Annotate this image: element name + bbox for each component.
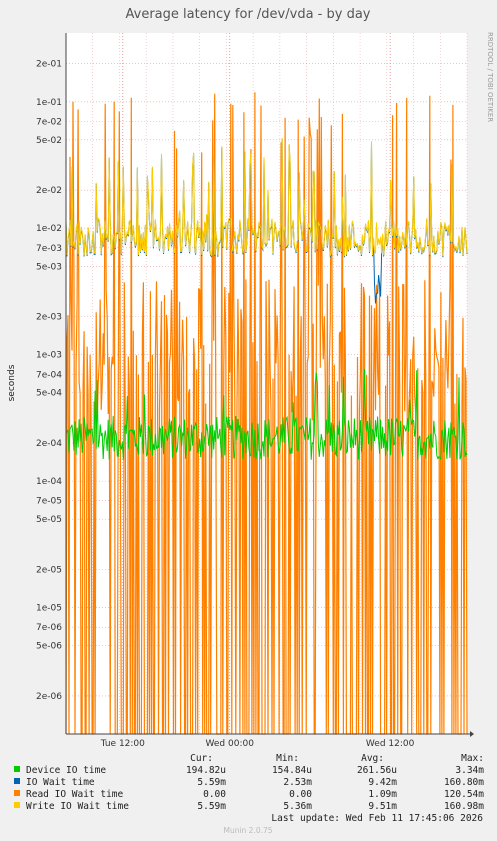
legend: Cur: Min: Avg: Max: Device IO time 194.82…: [14, 753, 484, 812]
y-tick-label: 5e-03: [36, 262, 62, 272]
legend-cur: 5.59m: [197, 777, 226, 788]
legend-swatch: [14, 778, 20, 784]
legend-swatch: [14, 790, 20, 796]
legend-max: 120.54m: [444, 789, 484, 800]
last-update: Last update: Wed Feb 11 17:45:06 2026: [271, 813, 483, 824]
y-tick-label: 7e-05: [36, 497, 62, 507]
y-tick-label: 1e-01: [36, 98, 62, 108]
y-axis-label: seconds: [7, 364, 17, 401]
legend-header-avg: Avg:: [361, 753, 384, 764]
legend-max: 160.98m: [444, 801, 484, 812]
legend-min: 2.53m: [283, 777, 312, 788]
x-axis-arrow: [470, 731, 474, 737]
y-tick-label: 1e-05: [36, 604, 62, 614]
y-tick-label: 1e-03: [36, 351, 62, 361]
series-write-io-wait-time: [65, 137, 468, 257]
x-tick-labels: Tue 12:00 Wed 00:00 Wed 12:00: [100, 739, 415, 749]
y-tick-label: 2e-04: [36, 439, 62, 449]
series-device-io-time: [65, 368, 468, 460]
y-tick-label: 2e-06: [36, 692, 62, 702]
legend-max: 3.34m: [455, 765, 484, 776]
rrdtool-credit: RRDTOOL / TOBI OETIKER: [486, 32, 494, 122]
series-lines: [65, 92, 468, 735]
y-tick-label: 7e-06: [36, 623, 62, 633]
legend-avg: 261.56u: [357, 765, 397, 776]
y-tick-label: 7e-04: [36, 370, 62, 380]
legend-avg: 1.09m: [368, 789, 397, 800]
legend-max: 160.80m: [444, 777, 484, 788]
legend-swatch: [14, 766, 20, 772]
series-read-io-wait-time: [65, 92, 468, 735]
y-tick-label: 1e-04: [36, 477, 62, 487]
y-tick-label: 5e-02: [36, 136, 62, 146]
y-tick-label: 2e-02: [36, 186, 62, 196]
chart-title: Average latency for /dev/vda - by day: [126, 7, 371, 22]
legend-header-cur: Cur:: [190, 753, 213, 764]
legend-avg: 9.51m: [368, 801, 397, 812]
legend-header-max: Max:: [461, 753, 484, 764]
y-tick-label: 5e-05: [36, 515, 62, 525]
x-tick-label: Wed 12:00: [366, 739, 415, 749]
y-tick-label: 5e-04: [36, 389, 62, 399]
legend-rows: Device IO time 194.82u 154.84u 261.56u 3.34m…: [14, 765, 484, 812]
y-tick-label: 5e-06: [36, 642, 62, 652]
legend-min: 5.36m: [283, 801, 312, 812]
legend-cur: 5.59m: [197, 801, 226, 812]
munin-version: Munin 2.0.75: [223, 826, 272, 835]
y-tick-labels: 2e-01 1e-01 7e-02 5e-02 2e-02 1e-02 7e-03 5e-03…: [36, 60, 62, 702]
legend-min: 0.00: [289, 789, 312, 800]
legend-name: Read IO Wait time: [26, 789, 124, 800]
y-tick-label: 7e-03: [36, 244, 62, 254]
y-tick-label: 2e-01: [36, 60, 62, 70]
y-tick-label: 2e-03: [36, 313, 62, 323]
y-tick-label: 7e-02: [36, 117, 62, 127]
legend-name: Write IO Wait time: [26, 801, 129, 812]
legend-name: Device IO time: [26, 765, 106, 776]
legend-cur: 194.82u: [186, 765, 226, 776]
legend-avg: 9.42m: [368, 777, 397, 788]
x-tick-label: Wed 00:00: [206, 739, 255, 749]
y-tick-label: 1e-02: [36, 224, 62, 234]
x-tick-label: Tue 12:00: [100, 739, 145, 749]
y-tick-label: 2e-05: [36, 565, 62, 575]
legend-cur: 0.00: [203, 789, 226, 800]
legend-swatch: [14, 802, 20, 808]
legend-name: IO Wait time: [26, 777, 95, 788]
legend-header-min: Min:: [276, 753, 299, 764]
legend-min: 154.84u: [272, 765, 312, 776]
